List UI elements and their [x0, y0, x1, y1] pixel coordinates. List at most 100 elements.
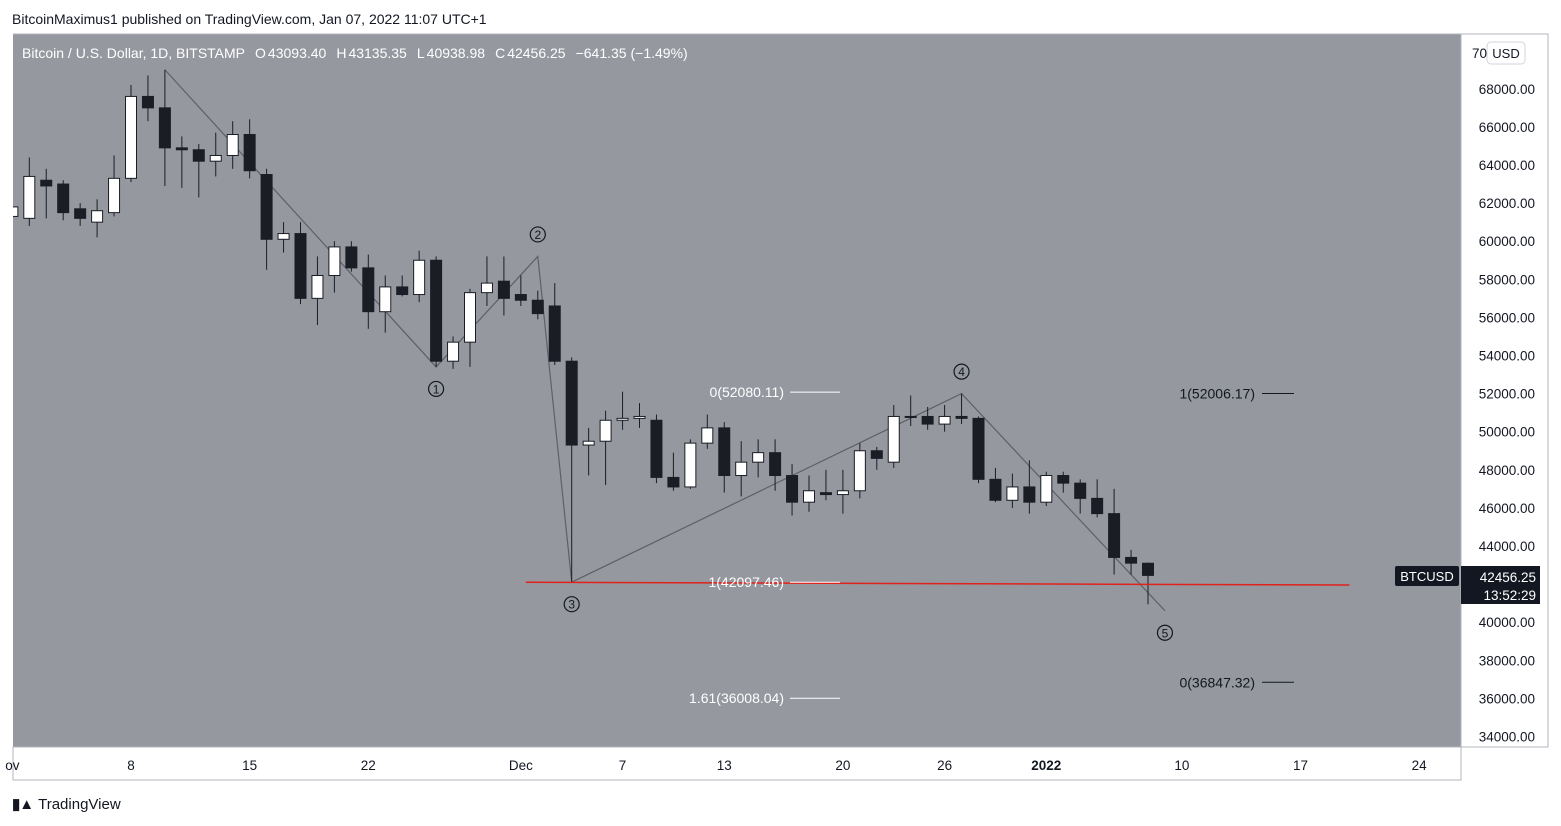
candle: [955, 393, 968, 425]
y-tick-label: 44000.00: [1479, 539, 1535, 554]
candle-body: [701, 427, 714, 444]
candle: [447, 336, 460, 369]
close-value: 42456.25: [507, 45, 566, 61]
symbol-badge-text: BTCUSD: [1400, 569, 1453, 584]
candle-body: [752, 452, 765, 463]
candle-body: [514, 294, 527, 301]
candle-body: [599, 419, 612, 442]
candle: [887, 405, 900, 468]
candle-body: [582, 440, 595, 446]
y-tick-label: 52000.00: [1479, 387, 1535, 402]
last-price-badge: 42456.25 13:52:29: [1461, 566, 1540, 604]
low-value: 40938.98: [426, 45, 486, 61]
candle: [565, 357, 578, 583]
candle: [1142, 562, 1154, 605]
candle: [819, 469, 832, 501]
candle-body: [1040, 475, 1053, 503]
wave-label-5: 5: [1156, 624, 1174, 641]
candle-body: [260, 174, 273, 240]
candle-body: [74, 208, 87, 219]
symbol-title[interactable]: Bitcoin / U.S. Dollar, 1D, BITSTAMP: [22, 45, 246, 61]
candle: [396, 275, 409, 297]
candle-body: [1091, 497, 1104, 515]
candle: [989, 467, 1002, 503]
candle: [921, 406, 934, 430]
candle-body: [311, 274, 324, 299]
y-tick-label: 34000.00: [1479, 730, 1535, 745]
wave-label-text: 4: [958, 365, 965, 379]
price-axis[interactable]: [1460, 33, 1549, 748]
tradingview-brand[interactable]: ▮▲ TradingView: [12, 795, 121, 814]
close-label: C: [495, 45, 506, 61]
last-price-badge-bg: [1461, 566, 1540, 604]
candle: [701, 414, 714, 449]
candle-body: [497, 280, 510, 299]
candle: [599, 410, 612, 486]
candle-body: [836, 490, 849, 496]
candle-body: [735, 461, 748, 477]
candle: [752, 439, 765, 478]
candle: [667, 452, 680, 491]
candle: [125, 84, 137, 183]
open-value: 43093.40: [267, 45, 327, 61]
candle: [243, 119, 256, 179]
fib-level-label: 1(42097.46): [708, 574, 784, 590]
wave-label-circle: [563, 596, 580, 613]
y-tick-label-top: 70: [1472, 46, 1487, 61]
candle-body: [853, 450, 866, 492]
candle-body: [209, 154, 222, 162]
candle-body: [1142, 562, 1154, 576]
candle: [853, 443, 866, 499]
candle: [192, 144, 205, 198]
candle: [497, 256, 510, 316]
time-axis[interactable]: [12, 746, 1462, 781]
y-tick-label: 38000.00: [1479, 653, 1535, 668]
candle-body: [226, 134, 239, 156]
x-tick-label: 22: [361, 758, 376, 773]
candle: [260, 168, 273, 270]
candle-body: [430, 259, 443, 362]
candle: [582, 427, 595, 476]
candle-body: [718, 427, 731, 477]
candle: [430, 256, 443, 367]
candle: [531, 290, 544, 320]
candle-body: [294, 233, 307, 299]
candle-body: [480, 282, 493, 294]
x-tick-label: 15: [242, 758, 257, 773]
candle-body: [1023, 486, 1036, 503]
candle-body: [91, 210, 104, 223]
currency-button[interactable]: USD: [1486, 41, 1526, 65]
currency-button-frame: [1486, 41, 1526, 65]
candle: [57, 180, 70, 221]
candle-body: [921, 415, 934, 425]
candle-body: [938, 415, 951, 425]
candle: [345, 241, 358, 272]
y-tick-label: 54000.00: [1479, 349, 1535, 364]
candle: [803, 475, 815, 512]
candle-body: [277, 233, 290, 240]
price-badges: BTCUSD 42456.25 13:52:29: [1395, 566, 1540, 604]
x-tick-label: 26: [937, 758, 952, 773]
symbol-badge-bg: [1395, 566, 1459, 586]
x-tick-label: Dec: [509, 758, 533, 773]
tradingview-logo-icon: ▮▲: [12, 796, 34, 813]
candle-body: [379, 286, 392, 313]
candle: [464, 288, 476, 367]
candle-body: [1057, 475, 1070, 484]
candle: [1006, 473, 1019, 508]
candle-body: [362, 267, 375, 313]
candle-body: [13, 206, 19, 217]
candle: [226, 121, 239, 169]
y-tick-label: 48000.00: [1479, 463, 1535, 478]
candle-body: [141, 95, 154, 109]
candle: [108, 155, 121, 217]
candle: [413, 250, 426, 303]
y-tick-label: 58000.00: [1479, 272, 1535, 287]
y-tick-label: 40000.00: [1479, 615, 1535, 630]
candle: [91, 199, 104, 238]
high-value: 43135.35: [348, 45, 407, 61]
candle: [684, 439, 697, 489]
elliott-wave-line: [164, 69, 1166, 612]
wave-label-text: 1: [433, 382, 440, 396]
